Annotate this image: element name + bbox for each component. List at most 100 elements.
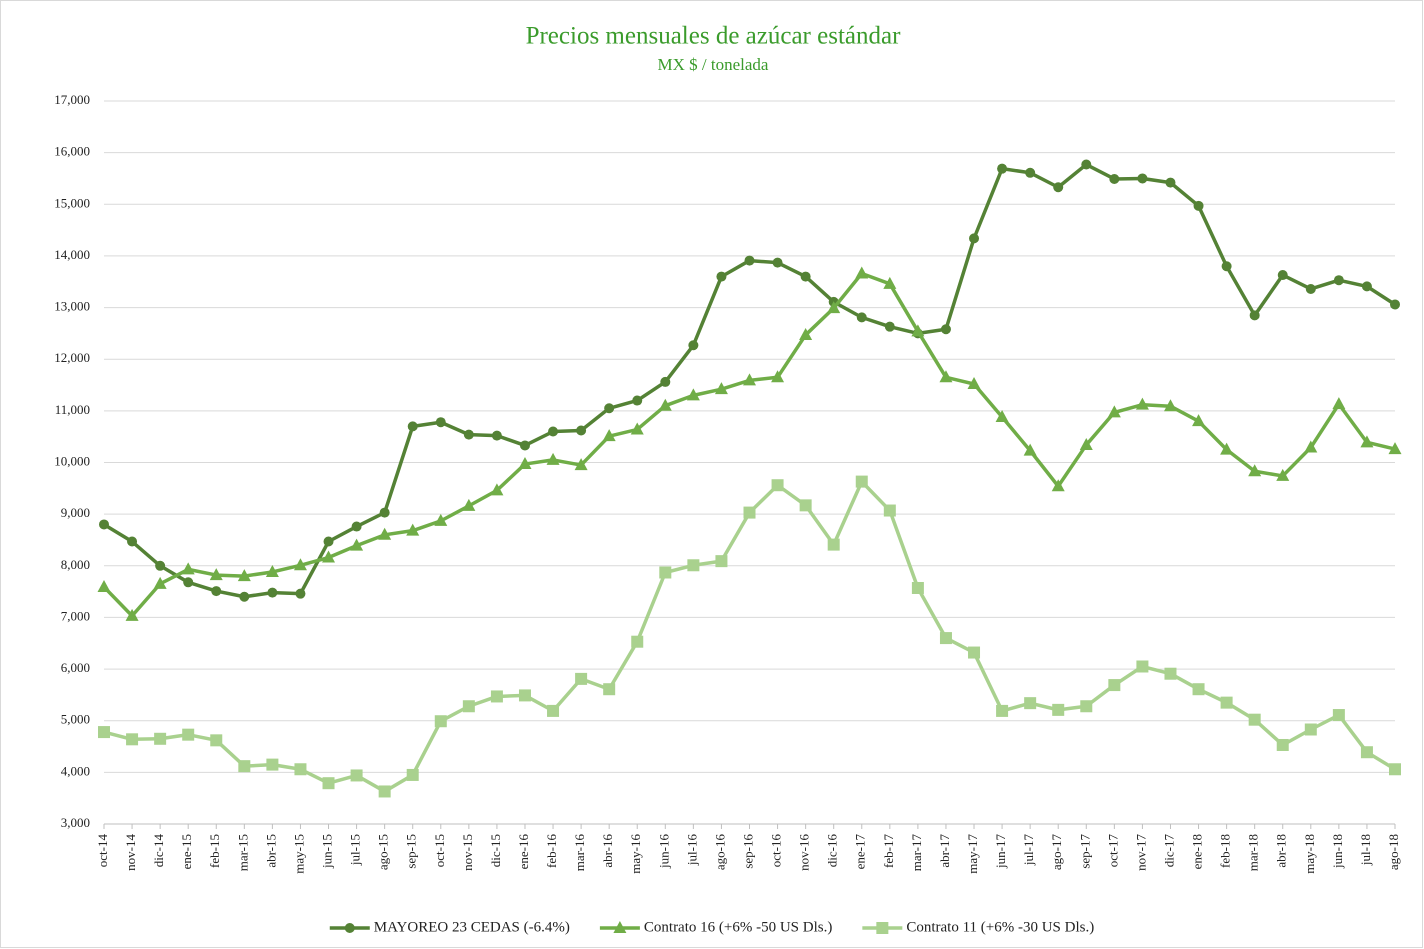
data-point — [295, 588, 306, 599]
data-point — [435, 417, 446, 428]
data-point — [1024, 697, 1037, 710]
y-tick-label: 14,000 — [54, 247, 90, 262]
data-point — [266, 758, 279, 771]
data-point — [884, 321, 895, 332]
x-tick-label: jul-15 — [348, 834, 363, 866]
y-tick-label: 17,000 — [54, 92, 90, 107]
data-point — [1333, 275, 1344, 286]
x-tick-label: nov-15 — [460, 834, 475, 871]
data-point — [1052, 703, 1065, 716]
y-tick-label: 6,000 — [61, 660, 90, 675]
data-point — [883, 276, 897, 289]
x-tick-label: ago-16 — [712, 834, 727, 871]
data-point — [855, 266, 869, 279]
x-tick-label: sep-17 — [1077, 834, 1092, 869]
data-point — [1136, 660, 1149, 673]
data-point — [827, 538, 840, 551]
data-point — [294, 763, 307, 776]
data-point — [1023, 443, 1037, 456]
x-tick-label: mar-15 — [235, 834, 250, 871]
data-point — [1193, 200, 1204, 211]
data-point — [771, 370, 785, 383]
data-point — [939, 370, 953, 383]
legend-marker — [876, 922, 889, 934]
data-point — [490, 690, 503, 703]
x-tick-label: abr-17 — [937, 834, 952, 868]
x-tick-label: may-18 — [1302, 834, 1317, 874]
x-tick-label: oct-14 — [95, 834, 110, 868]
data-point — [1025, 167, 1036, 178]
data-point — [1249, 310, 1260, 321]
legend: MAYOREO 23 CEDAS (-6.4%) Contrato 16 (+6%… — [329, 919, 1094, 935]
data-point — [491, 430, 502, 441]
y-tick-label: 10,000 — [54, 453, 90, 468]
data-point — [969, 233, 980, 244]
chart-title: Precios mensuales de azúcar estándar — [526, 23, 902, 50]
data-point — [1163, 399, 1177, 412]
x-tick-label: sep-15 — [404, 834, 419, 869]
x-tick-label: feb-15 — [207, 834, 222, 868]
legend-marker — [613, 921, 627, 933]
data-point — [659, 566, 672, 579]
data-point — [632, 395, 643, 406]
data-point — [1192, 683, 1205, 696]
data-point — [127, 536, 138, 547]
data-point — [1248, 464, 1262, 477]
data-point — [799, 499, 812, 512]
data-point — [1192, 414, 1206, 427]
legend-item: MAYOREO 23 CEDAS (-6.4%) — [329, 919, 570, 935]
data-point — [1080, 700, 1093, 713]
data-point — [323, 536, 334, 547]
data-point — [350, 769, 363, 782]
data-point — [547, 704, 560, 717]
data-point — [1277, 270, 1288, 281]
data-point — [209, 568, 223, 581]
data-point — [351, 521, 362, 532]
x-tick-label: ene-17 — [853, 834, 868, 870]
data-point — [576, 425, 587, 436]
data-point — [378, 785, 391, 798]
x-tick-label: nov-17 — [1133, 834, 1148, 871]
x-tick-label: dic-16 — [825, 834, 840, 868]
data-point — [714, 382, 728, 395]
data-point — [407, 421, 418, 432]
data-point — [800, 271, 811, 282]
data-point — [660, 376, 671, 387]
legend-label: Contrato 11 (+6% -30 US Dls.) — [906, 919, 1094, 935]
data-point — [744, 255, 755, 266]
legend-marker — [344, 923, 355, 933]
data-point — [1081, 159, 1092, 170]
x-tick-label: mar-18 — [1246, 834, 1261, 871]
data-point — [181, 562, 195, 575]
data-point — [406, 523, 420, 536]
x-tick-label: jul-16 — [684, 834, 699, 867]
data-point — [293, 558, 307, 571]
data-point — [1137, 173, 1148, 184]
data-point — [463, 429, 474, 440]
data-point — [1165, 177, 1176, 188]
data-point — [1053, 182, 1064, 193]
data-point — [153, 576, 167, 589]
data-point — [1051, 479, 1065, 492]
x-tick-label: ago-15 — [376, 834, 391, 870]
y-tick-label: 9,000 — [61, 505, 90, 520]
x-tick-label: oct-17 — [1105, 834, 1120, 868]
y-tick-label: 12,000 — [54, 350, 90, 365]
legend-label: Contrato 16 (+6% -50 US Dls.) — [644, 919, 832, 935]
x-tick-label: mar-16 — [572, 834, 587, 872]
x-tick-label: feb-18 — [1218, 834, 1233, 868]
y-tick-label: 15,000 — [54, 195, 90, 210]
data-point — [1332, 397, 1346, 410]
x-tick-label: jul-17 — [1021, 834, 1036, 867]
data-point — [772, 257, 783, 268]
data-point — [462, 498, 476, 511]
data-point — [771, 479, 784, 492]
data-point — [546, 452, 560, 465]
data-point — [630, 422, 644, 435]
data-point — [604, 403, 615, 414]
data-point — [237, 569, 251, 582]
data-point — [434, 513, 448, 526]
x-tick-label: dic-15 — [488, 834, 503, 867]
data-point — [939, 632, 952, 645]
data-point — [1220, 696, 1233, 709]
